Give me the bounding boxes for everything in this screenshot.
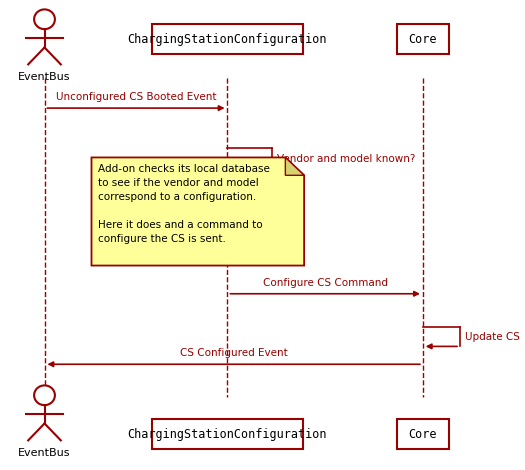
Text: Configure CS Command: Configure CS Command <box>262 278 387 288</box>
FancyBboxPatch shape <box>397 419 449 449</box>
Text: Unconfigured CS Booted Event: Unconfigured CS Booted Event <box>56 92 216 102</box>
FancyBboxPatch shape <box>152 419 303 449</box>
Polygon shape <box>91 157 304 266</box>
Circle shape <box>34 385 55 405</box>
Text: Core: Core <box>408 33 437 46</box>
Text: EventBus: EventBus <box>18 72 71 82</box>
Text: ChargingStationConfiguration: ChargingStationConfiguration <box>128 33 327 46</box>
Text: ChargingStationConfiguration: ChargingStationConfiguration <box>128 428 327 440</box>
Text: Vendor and model known?: Vendor and model known? <box>277 154 415 164</box>
Text: Update CS: Update CS <box>465 331 520 342</box>
Text: Add-on checks its local database
to see if the vendor and model
correspond to a : Add-on checks its local database to see … <box>98 164 270 243</box>
FancyBboxPatch shape <box>152 24 303 54</box>
Text: CS Configured Event: CS Configured Event <box>180 348 288 358</box>
FancyBboxPatch shape <box>397 24 449 54</box>
Polygon shape <box>286 157 304 175</box>
Text: Core: Core <box>408 428 437 440</box>
Circle shape <box>34 9 55 29</box>
Text: EventBus: EventBus <box>18 448 71 458</box>
